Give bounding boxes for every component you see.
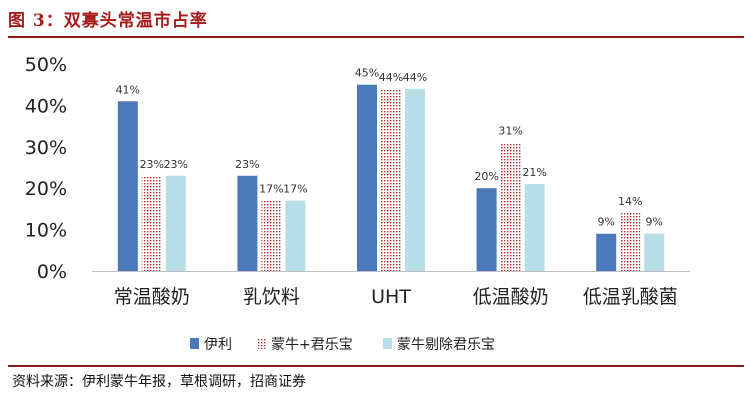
legend-swatch bbox=[383, 338, 392, 349]
data-label: 44% bbox=[379, 71, 403, 84]
x-category-label: 乳饮料 bbox=[243, 286, 300, 308]
data-label: 31% bbox=[498, 125, 522, 138]
source-note: 资料来源：伊利蒙牛年报，草根调研，招商证券 bbox=[12, 374, 306, 390]
legend: 伊利 蒙牛+君乐宝 蒙牛剔除君乐宝 bbox=[190, 337, 495, 353]
y-axis: 0% 10% 20% 30% 40% 50% bbox=[25, 54, 67, 283]
x-category-label: 低温乳酸菌 bbox=[583, 286, 678, 308]
data-label: 9% bbox=[645, 216, 662, 229]
legend-swatch bbox=[190, 338, 199, 349]
figure-title: 图 3：双寡头常温市占率 bbox=[8, 11, 208, 31]
data-label: 23% bbox=[164, 158, 188, 171]
y-tick-label: 0% bbox=[37, 261, 67, 283]
bar bbox=[165, 175, 186, 271]
y-tick-label: 40% bbox=[25, 95, 67, 117]
bar bbox=[117, 101, 138, 271]
data-label: 41% bbox=[116, 83, 140, 96]
data-label: 20% bbox=[474, 170, 498, 183]
x-axis: 常温酸奶 乳饮料 UHT 低温酸奶 低温乳酸菌 bbox=[114, 286, 678, 308]
y-tick-label: 20% bbox=[25, 178, 67, 200]
y-tick-label: 50% bbox=[25, 54, 67, 76]
bar bbox=[644, 233, 665, 271]
bar bbox=[620, 213, 641, 271]
bar bbox=[476, 188, 497, 271]
title-rule bbox=[8, 36, 744, 38]
bar bbox=[524, 184, 545, 271]
y-tick-label: 10% bbox=[25, 220, 67, 242]
data-label: 17% bbox=[283, 183, 307, 196]
legend-swatch bbox=[257, 338, 266, 349]
y-tick-label: 30% bbox=[25, 137, 67, 159]
bar bbox=[500, 142, 521, 271]
x-category-label: 低温酸奶 bbox=[473, 286, 549, 308]
bar bbox=[596, 233, 617, 271]
data-label: 45% bbox=[355, 67, 379, 80]
data-label: 17% bbox=[259, 183, 283, 196]
data-label: 23% bbox=[235, 158, 259, 171]
bar bbox=[261, 200, 282, 271]
data-label: 44% bbox=[403, 71, 427, 84]
bar-series: 41%23% 23% 23%17% 17%45% 44% 44%20%31%21%9%14… bbox=[116, 67, 665, 271]
legend-label: 蒙牛+君乐宝 bbox=[271, 337, 353, 353]
bar bbox=[141, 175, 162, 271]
bar bbox=[381, 88, 401, 271]
x-category-label: 常温酸奶 bbox=[114, 286, 190, 308]
data-label: 21% bbox=[522, 166, 546, 179]
legend-label: 伊利 bbox=[204, 337, 232, 353]
bar bbox=[237, 175, 258, 271]
bar-chart: 0%10%20%30%40%50% 41%23% 23% 23%17% 17%45% 4… bbox=[25, 54, 690, 353]
data-label: 9% bbox=[597, 216, 614, 229]
x-category-label: UHT bbox=[371, 286, 411, 308]
legend-label: 蒙牛剔除君乐宝 bbox=[397, 337, 495, 353]
bar bbox=[285, 200, 306, 271]
data-label: 14% bbox=[618, 195, 642, 208]
source-rule bbox=[8, 365, 744, 367]
bar bbox=[405, 88, 425, 271]
bar bbox=[357, 84, 377, 271]
data-label: 23% bbox=[140, 158, 164, 171]
